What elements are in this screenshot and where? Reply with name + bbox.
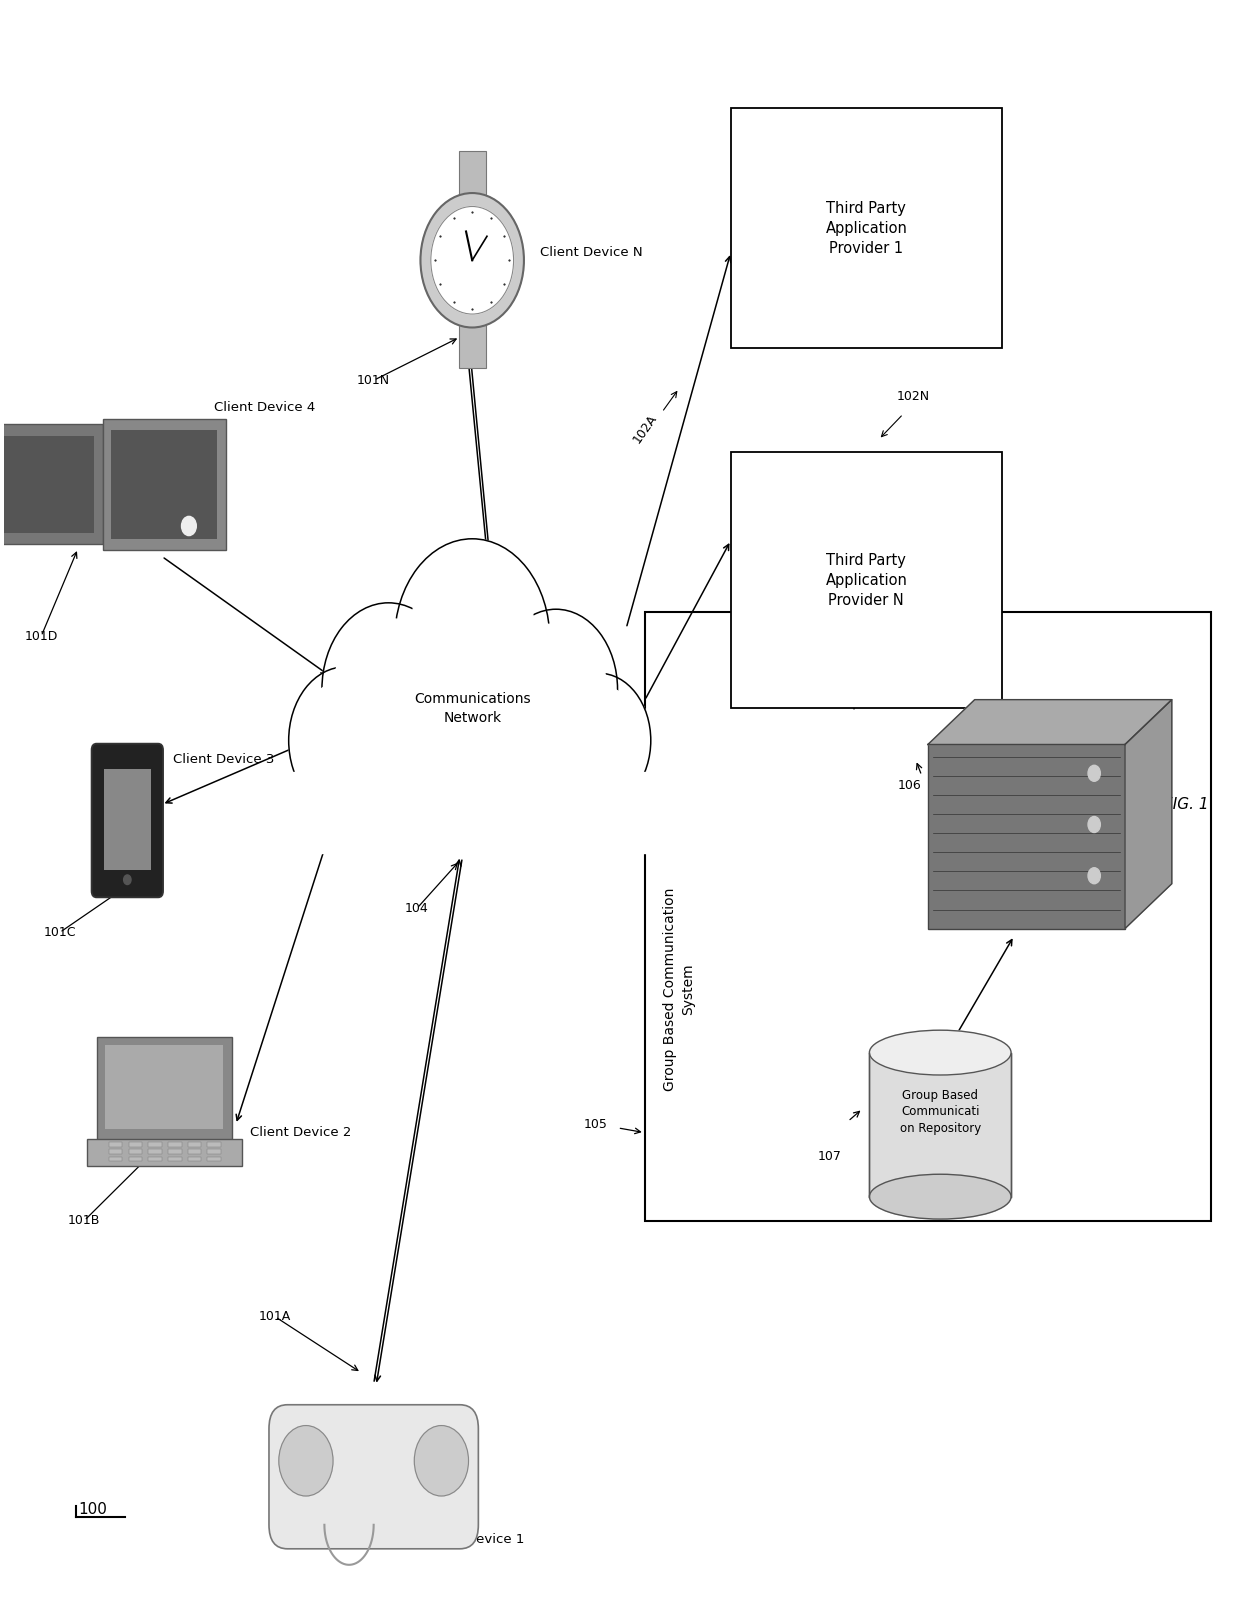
Circle shape <box>547 673 651 808</box>
Circle shape <box>279 1426 334 1496</box>
Ellipse shape <box>869 1030 1011 1075</box>
FancyBboxPatch shape <box>105 1044 223 1130</box>
Polygon shape <box>275 772 670 853</box>
FancyBboxPatch shape <box>730 108 1002 348</box>
FancyBboxPatch shape <box>187 1157 201 1162</box>
FancyBboxPatch shape <box>167 1149 181 1154</box>
FancyBboxPatch shape <box>645 613 1211 1221</box>
Polygon shape <box>928 700 1172 745</box>
Text: Third Party
Application
Provider 1: Third Party Application Provider 1 <box>826 201 908 256</box>
Circle shape <box>1087 816 1100 832</box>
FancyBboxPatch shape <box>187 1149 201 1154</box>
Text: Client Device 1: Client Device 1 <box>423 1533 525 1546</box>
Text: 100: 100 <box>78 1501 107 1517</box>
Ellipse shape <box>869 1175 1011 1220</box>
Text: FIG. 1: FIG. 1 <box>1164 796 1209 813</box>
FancyBboxPatch shape <box>730 452 1002 708</box>
FancyBboxPatch shape <box>109 1149 123 1154</box>
FancyBboxPatch shape <box>207 1157 221 1162</box>
FancyBboxPatch shape <box>0 425 103 544</box>
Text: Group Based
Communicati
on Repository: Group Based Communicati on Repository <box>899 1089 981 1134</box>
FancyBboxPatch shape <box>167 1142 181 1147</box>
Circle shape <box>414 1426 469 1496</box>
Text: Communications
Network: Communications Network <box>414 692 531 724</box>
Circle shape <box>334 618 443 759</box>
Text: 101C: 101C <box>43 927 76 940</box>
Circle shape <box>370 687 481 832</box>
Circle shape <box>1087 766 1100 782</box>
FancyBboxPatch shape <box>167 1157 181 1162</box>
FancyBboxPatch shape <box>109 1142 123 1147</box>
Circle shape <box>422 706 523 838</box>
Polygon shape <box>1125 700 1172 928</box>
FancyBboxPatch shape <box>92 743 162 898</box>
Text: 101A: 101A <box>259 1310 291 1323</box>
FancyBboxPatch shape <box>87 1139 242 1167</box>
FancyBboxPatch shape <box>104 769 151 870</box>
FancyBboxPatch shape <box>869 1052 1011 1197</box>
FancyBboxPatch shape <box>129 1142 143 1147</box>
FancyBboxPatch shape <box>103 418 226 550</box>
FancyBboxPatch shape <box>109 1157 123 1162</box>
Text: Client Device 3: Client Device 3 <box>172 753 274 766</box>
Circle shape <box>181 516 196 536</box>
Circle shape <box>466 692 572 829</box>
FancyBboxPatch shape <box>459 151 486 196</box>
Circle shape <box>408 557 536 722</box>
Text: Client Device 2: Client Device 2 <box>250 1126 352 1139</box>
Circle shape <box>299 681 392 801</box>
Text: Client Device 4: Client Device 4 <box>213 401 315 414</box>
Text: Third Party
Application
Provider N: Third Party Application Provider N <box>826 553 908 608</box>
FancyBboxPatch shape <box>459 325 486 367</box>
Circle shape <box>420 193 525 328</box>
FancyBboxPatch shape <box>928 745 1125 928</box>
Text: 102N: 102N <box>897 389 930 402</box>
Text: Client Device N: Client Device N <box>539 246 642 259</box>
FancyBboxPatch shape <box>149 1142 161 1147</box>
Text: 102A: 102A <box>630 412 660 446</box>
Text: 104: 104 <box>405 903 429 916</box>
FancyBboxPatch shape <box>129 1157 143 1162</box>
FancyBboxPatch shape <box>207 1149 221 1154</box>
Circle shape <box>1087 867 1100 883</box>
Circle shape <box>506 624 606 755</box>
Circle shape <box>455 676 583 843</box>
Circle shape <box>289 666 402 814</box>
Circle shape <box>124 875 131 885</box>
FancyBboxPatch shape <box>207 1142 221 1147</box>
Circle shape <box>394 539 549 740</box>
FancyBboxPatch shape <box>129 1149 143 1154</box>
Circle shape <box>322 603 455 776</box>
Text: 106: 106 <box>898 779 921 792</box>
Circle shape <box>410 692 533 853</box>
FancyBboxPatch shape <box>187 1142 201 1147</box>
Text: Group Based Communication
System: Group Based Communication System <box>663 888 696 1091</box>
Text: 101B: 101B <box>68 1215 100 1228</box>
Text: 105: 105 <box>584 1118 608 1131</box>
FancyBboxPatch shape <box>112 430 217 539</box>
FancyBboxPatch shape <box>0 436 94 533</box>
Text: 107: 107 <box>817 1150 841 1163</box>
Text: 101N: 101N <box>357 373 391 386</box>
FancyBboxPatch shape <box>149 1157 161 1162</box>
Circle shape <box>495 610 618 769</box>
FancyBboxPatch shape <box>149 1149 161 1154</box>
Circle shape <box>557 685 641 795</box>
FancyBboxPatch shape <box>97 1036 232 1141</box>
Circle shape <box>357 671 494 848</box>
Text: 101D: 101D <box>25 631 58 644</box>
Circle shape <box>430 206 513 314</box>
FancyBboxPatch shape <box>269 1405 479 1549</box>
